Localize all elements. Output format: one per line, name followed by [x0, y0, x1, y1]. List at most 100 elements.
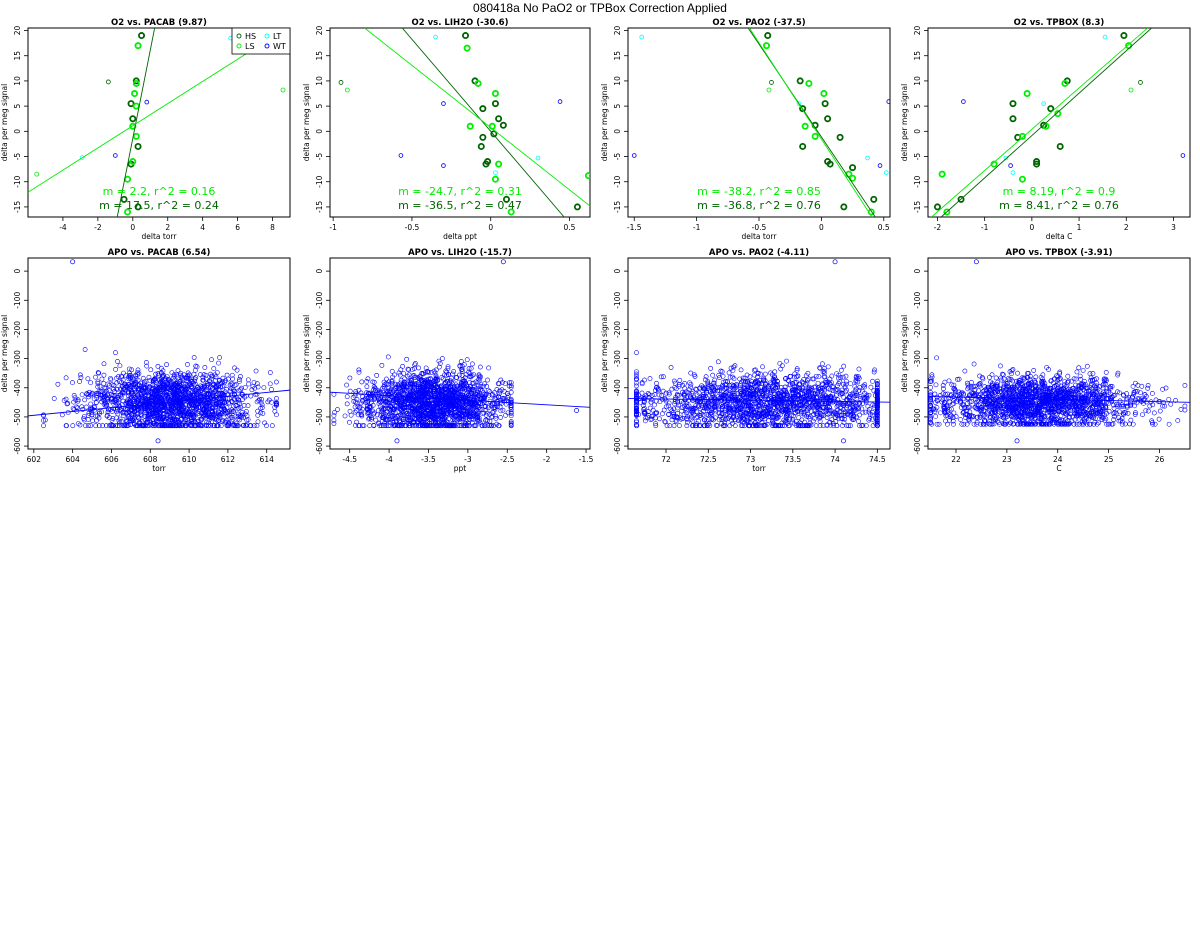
data-point [429, 384, 435, 390]
data-point [738, 406, 744, 412]
y-tick-label: 20 [613, 26, 622, 36]
data-point [377, 423, 383, 429]
data-point [128, 387, 134, 393]
data-point-ls [943, 208, 951, 216]
data-point-lt [1010, 170, 1016, 175]
y-tick-label: -200 [613, 321, 622, 338]
data-point [426, 369, 432, 375]
y-tick-label: 5 [613, 104, 622, 109]
data-point [790, 390, 796, 396]
data-point [251, 380, 257, 385]
data-point [63, 423, 69, 429]
y-tick-label: -100 [13, 292, 22, 309]
data-point [110, 422, 115, 428]
data-point [740, 417, 746, 422]
data-point [156, 372, 162, 378]
data-point [259, 405, 265, 411]
data-point [165, 376, 171, 382]
data-point [79, 392, 85, 398]
data-point [235, 416, 241, 422]
data-point-ls [805, 79, 813, 87]
outlier-point [155, 438, 161, 444]
data-point [389, 379, 394, 385]
x-tick-label: 608 [143, 455, 158, 464]
legend-marker [236, 33, 242, 39]
data-point [734, 383, 740, 389]
data-point [411, 420, 416, 426]
data-point [694, 415, 699, 421]
fit-annotation: m = -36.5, r^2 = 0.47 [398, 199, 522, 212]
data-point [465, 387, 471, 393]
data-point [781, 417, 787, 423]
data-point [409, 415, 415, 421]
data-point [433, 373, 439, 379]
fit-line [749, 28, 873, 217]
data-point [365, 395, 371, 401]
data-point [482, 423, 488, 429]
data-point [75, 397, 81, 403]
data-point [394, 384, 400, 390]
data-point [411, 398, 416, 404]
data-point [220, 399, 226, 405]
data-point [385, 354, 391, 360]
data-point [129, 402, 134, 408]
data-point [762, 416, 768, 422]
data-point [195, 423, 201, 429]
data-point [223, 378, 228, 384]
data-point [89, 391, 95, 397]
data-point [157, 423, 163, 429]
data-point-hs [796, 77, 804, 85]
data-point [452, 406, 458, 412]
chart-panel-1: O2 vs. PACAB (9.87)-4 -2 0 2 4 6 8-15-10-50510… [0, 18, 291, 241]
data-point-ls [801, 122, 809, 130]
data-point [376, 401, 382, 406]
data-point [185, 370, 191, 376]
data-point [127, 370, 132, 376]
data-point-ls [820, 90, 828, 98]
data-point [385, 381, 391, 387]
data-point [821, 388, 827, 394]
chart-title: APO vs. PAO2 (-4.11) [709, 248, 809, 258]
data-point [136, 371, 142, 377]
data-point [171, 372, 177, 378]
data-point [192, 408, 197, 414]
data-point [202, 365, 208, 370]
data-point [225, 423, 231, 429]
data-point-small [1128, 87, 1134, 93]
data-point [497, 388, 503, 394]
x-tick-label: -4 [385, 455, 393, 464]
data-point [80, 407, 86, 412]
data-point [667, 423, 673, 429]
data-point [61, 398, 67, 403]
data-point [360, 397, 365, 403]
data-point [747, 374, 753, 380]
data-point [164, 414, 170, 420]
data-point [490, 400, 495, 406]
data-point [260, 411, 266, 416]
data-point [111, 383, 117, 388]
data-point [131, 376, 136, 382]
plot-frame [627, 257, 891, 450]
data-point [85, 413, 91, 418]
data-point [155, 395, 161, 401]
data-point [440, 376, 446, 382]
data-point [497, 404, 503, 410]
data-point [762, 423, 768, 429]
data-point [191, 371, 197, 377]
data-point [474, 399, 480, 404]
y-tick-label: -500 [315, 408, 324, 425]
legend-box [231, 27, 291, 55]
data-point [161, 372, 166, 378]
data-point [486, 365, 492, 371]
data-point-lt [796, 101, 802, 106]
data-point [142, 410, 148, 415]
data-point [468, 401, 474, 407]
data-point-ls [584, 172, 590, 180]
data-point [762, 371, 768, 377]
data-point-wt [886, 99, 890, 104]
data-point [175, 423, 181, 429]
data-point [136, 420, 142, 425]
y-tick-label: -300 [613, 350, 622, 367]
data-point [79, 404, 85, 410]
